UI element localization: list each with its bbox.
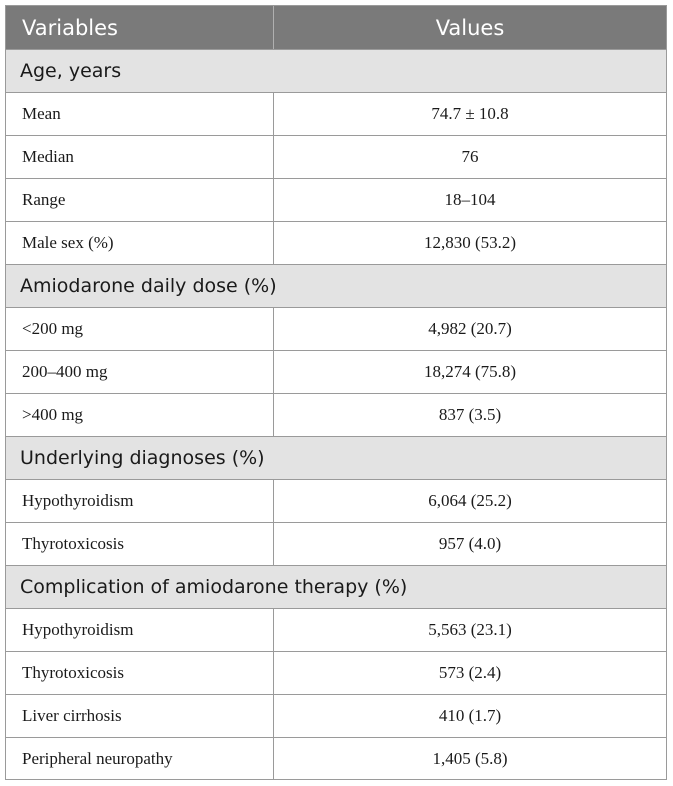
- table-row: Range 18–104: [6, 179, 666, 222]
- variable-cell: >400 mg: [6, 394, 274, 436]
- section-cell: Amiodarone daily dose (%): [6, 265, 666, 307]
- table-row: Thyrotoxicosis 573 (2.4): [6, 652, 666, 695]
- value-cell: 18,274 (75.8): [274, 351, 666, 393]
- header-cell-values: Values: [274, 6, 666, 49]
- table-row: Peripheral neuropathy 1,405 (5.8): [6, 738, 666, 779]
- section-title: Complication of amiodarone therapy (%): [20, 576, 408, 598]
- variable-label: Thyrotoxicosis: [22, 663, 124, 682]
- table-row: Hypothyroidism 6,064 (25.2): [6, 480, 666, 523]
- variable-cell: Hypothyroidism: [6, 609, 274, 651]
- variable-label: Thyrotoxicosis: [22, 534, 124, 553]
- value-cell: 837 (3.5): [274, 394, 666, 436]
- section-cell: Age, years: [6, 50, 666, 92]
- variable-label: Hypothyroidism: [22, 620, 134, 639]
- value-text: 410 (1.7): [438, 706, 502, 725]
- value-cell: 410 (1.7): [274, 695, 666, 737]
- variable-cell: <200 mg: [6, 308, 274, 350]
- value-text: 5,563 (23.1): [428, 620, 512, 639]
- value-text: 74.7 ± 10.8: [431, 104, 509, 123]
- section-row-underlying-diagnoses: Underlying diagnoses (%): [6, 437, 666, 480]
- table-row: Male sex (%) 12,830 (53.2): [6, 222, 666, 265]
- variable-cell: Thyrotoxicosis: [6, 652, 274, 694]
- variable-cell: Hypothyroidism: [6, 480, 274, 522]
- variable-label: Range: [22, 190, 66, 209]
- variable-label: 200–400 mg: [22, 362, 108, 381]
- variable-label: >400 mg: [22, 405, 84, 424]
- value-cell: 76: [274, 136, 666, 178]
- table-row: Mean 74.7 ± 10.8: [6, 93, 666, 136]
- variable-cell: 200–400 mg: [6, 351, 274, 393]
- table-row: Hypothyroidism 5,563 (23.1): [6, 609, 666, 652]
- section-cell: Underlying diagnoses (%): [6, 437, 666, 479]
- header-cell-variables: Variables: [6, 6, 274, 49]
- value-cell: 4,982 (20.7): [274, 308, 666, 350]
- section-row-complications: Complication of amiodarone therapy (%): [6, 566, 666, 609]
- header-values: Values: [435, 15, 505, 40]
- variable-label: Peripheral neuropathy: [22, 748, 173, 768]
- value-text: 18,274 (75.8): [423, 362, 517, 381]
- section-row-age: Age, years: [6, 50, 666, 93]
- value-cell: 6,064 (25.2): [274, 480, 666, 522]
- value-cell: 12,830 (53.2): [274, 222, 666, 264]
- variable-label: Mean: [22, 104, 61, 123]
- section-title: Amiodarone daily dose (%): [20, 275, 277, 297]
- section-row-dose: Amiodarone daily dose (%): [6, 265, 666, 308]
- table-row: Median 76: [6, 136, 666, 179]
- table-header-row: Variables Values: [6, 6, 666, 50]
- section-cell: Complication of amiodarone therapy (%): [6, 566, 666, 608]
- value-text: 837 (3.5): [438, 405, 502, 424]
- section-title: Underlying diagnoses (%): [20, 447, 265, 469]
- variable-cell: Range: [6, 179, 274, 221]
- value-text: 6,064 (25.2): [428, 491, 512, 510]
- value-text: 18–104: [444, 190, 496, 209]
- section-title: Age, years: [20, 60, 122, 82]
- value-cell: 573 (2.4): [274, 652, 666, 694]
- value-cell: 1,405 (5.8): [274, 738, 666, 779]
- variable-cell: Median: [6, 136, 274, 178]
- value-text: 573 (2.4): [438, 663, 502, 682]
- table-row: >400 mg 837 (3.5): [6, 394, 666, 437]
- table-row: Thyrotoxicosis 957 (4.0): [6, 523, 666, 566]
- table-row: <200 mg 4,982 (20.7): [6, 308, 666, 351]
- value-cell: 957 (4.0): [274, 523, 666, 565]
- value-cell: 5,563 (23.1): [274, 609, 666, 651]
- variable-label: <200 mg: [22, 319, 84, 338]
- data-table: Variables Values Age, years Mean 74.7 ± …: [5, 5, 667, 780]
- variable-cell: Peripheral neuropathy: [6, 738, 274, 779]
- variable-cell: Thyrotoxicosis: [6, 523, 274, 565]
- variable-cell: Liver cirrhosis: [6, 695, 274, 737]
- value-text: 76: [461, 147, 479, 166]
- table-row: Liver cirrhosis 410 (1.7): [6, 695, 666, 738]
- value-cell: 18–104: [274, 179, 666, 221]
- variable-label: Liver cirrhosis: [22, 706, 122, 725]
- value-text: 12,830 (53.2): [423, 233, 517, 252]
- variable-label: Median: [22, 147, 74, 166]
- variable-cell: Male sex (%): [6, 222, 274, 264]
- variable-label: Male sex (%): [22, 233, 114, 252]
- table-row: 200–400 mg 18,274 (75.8): [6, 351, 666, 394]
- value-text: 957 (4.0): [438, 534, 502, 553]
- value-text: 4,982 (20.7): [428, 319, 512, 338]
- header-variables: Variables: [22, 15, 118, 40]
- variable-label: Hypothyroidism: [22, 491, 134, 510]
- value-text: 1,405 (5.8): [432, 748, 508, 768]
- value-cell: 74.7 ± 10.8: [274, 93, 666, 135]
- variable-cell: Mean: [6, 93, 274, 135]
